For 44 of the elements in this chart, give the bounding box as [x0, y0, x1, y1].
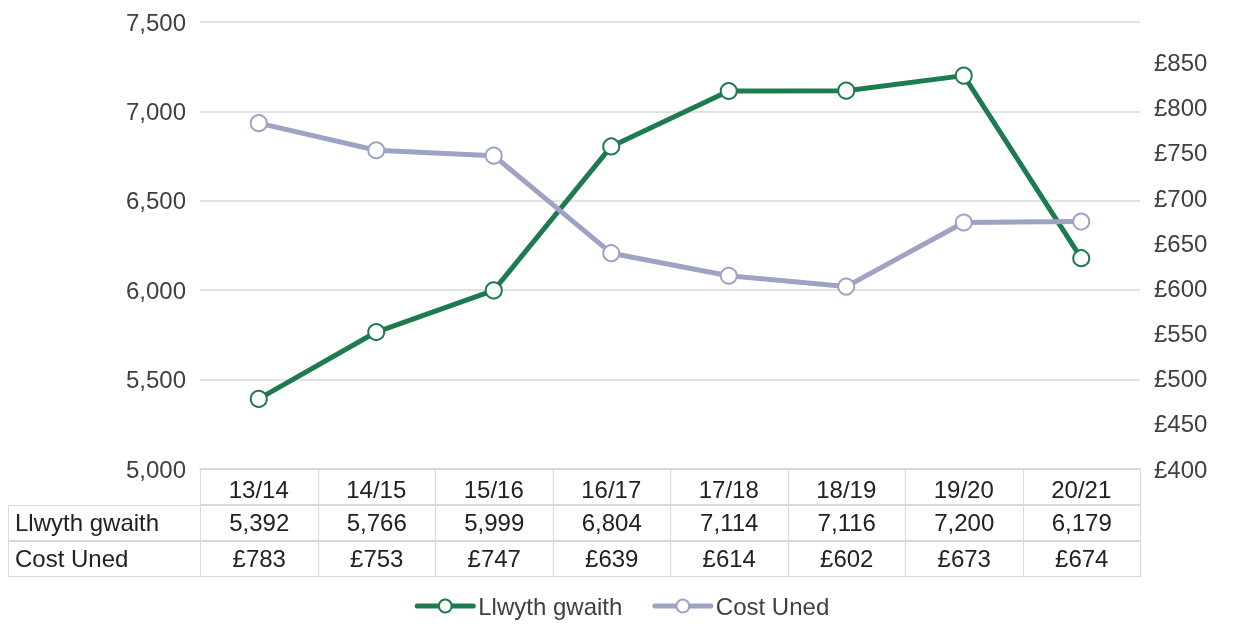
- data-label: 6,804: [552, 505, 671, 541]
- data-label: 7,114: [670, 505, 789, 541]
- text: Llwyth gwaith: [15, 509, 160, 536]
- x-tick-label: 14/15: [346, 475, 407, 503]
- text: Cost Uned: [15, 545, 129, 572]
- data-label: £602: [787, 541, 906, 577]
- y2-tick-label: £750: [1154, 139, 1208, 167]
- y-tick-label: 6,000: [125, 276, 186, 304]
- y2-tick-label: £500: [1154, 365, 1208, 393]
- data-label: 7,116: [787, 505, 906, 541]
- x-tick-label: 13/14: [228, 475, 289, 503]
- x-tick-label: 16/17: [581, 475, 642, 503]
- data-label: 5,392: [200, 505, 319, 541]
- data-label: £639: [552, 541, 671, 577]
- data-label: £753: [317, 541, 436, 577]
- data-label: £673: [905, 541, 1024, 577]
- data-label: £783: [200, 541, 319, 577]
- y2-tick-label: £400: [1154, 455, 1208, 483]
- y2-tick-label: £650: [1154, 229, 1208, 257]
- x-tick-label: 15/16: [463, 475, 524, 503]
- data-label: £747: [435, 541, 554, 577]
- y2-tick-label: £550: [1154, 320, 1208, 348]
- y-tick-label: 7,000: [125, 97, 186, 125]
- x-tick-label: 20/21: [1051, 475, 1112, 503]
- y-tick-label: 7,500: [125, 8, 186, 36]
- y-tick-label: 6,500: [125, 187, 186, 215]
- data-label: 6,179: [1022, 505, 1141, 541]
- y2-tick-label: £850: [1154, 49, 1208, 77]
- data-label: 7,200: [905, 505, 1024, 541]
- y-tick-label: 5,500: [125, 366, 186, 394]
- y2-tick-label: £700: [1154, 184, 1208, 212]
- legend-label: Llwyth gwaith: [478, 592, 623, 620]
- x-tick-label: 18/19: [816, 475, 877, 503]
- x-tick-label: 19/20: [933, 475, 994, 503]
- y2-tick-label: £450: [1154, 410, 1208, 438]
- data-label: 5,766: [317, 505, 436, 541]
- legend-label: Cost Uned: [715, 592, 830, 620]
- data-label: 5,999: [435, 505, 554, 541]
- y-tick-label: 5,000: [125, 455, 186, 483]
- y2-tick-label: £600: [1154, 274, 1208, 302]
- y2-tick-label: £800: [1154, 94, 1208, 122]
- x-tick-label: 17/18: [698, 475, 759, 503]
- data-label: £614: [670, 541, 789, 577]
- data-label: £674: [1022, 541, 1141, 577]
